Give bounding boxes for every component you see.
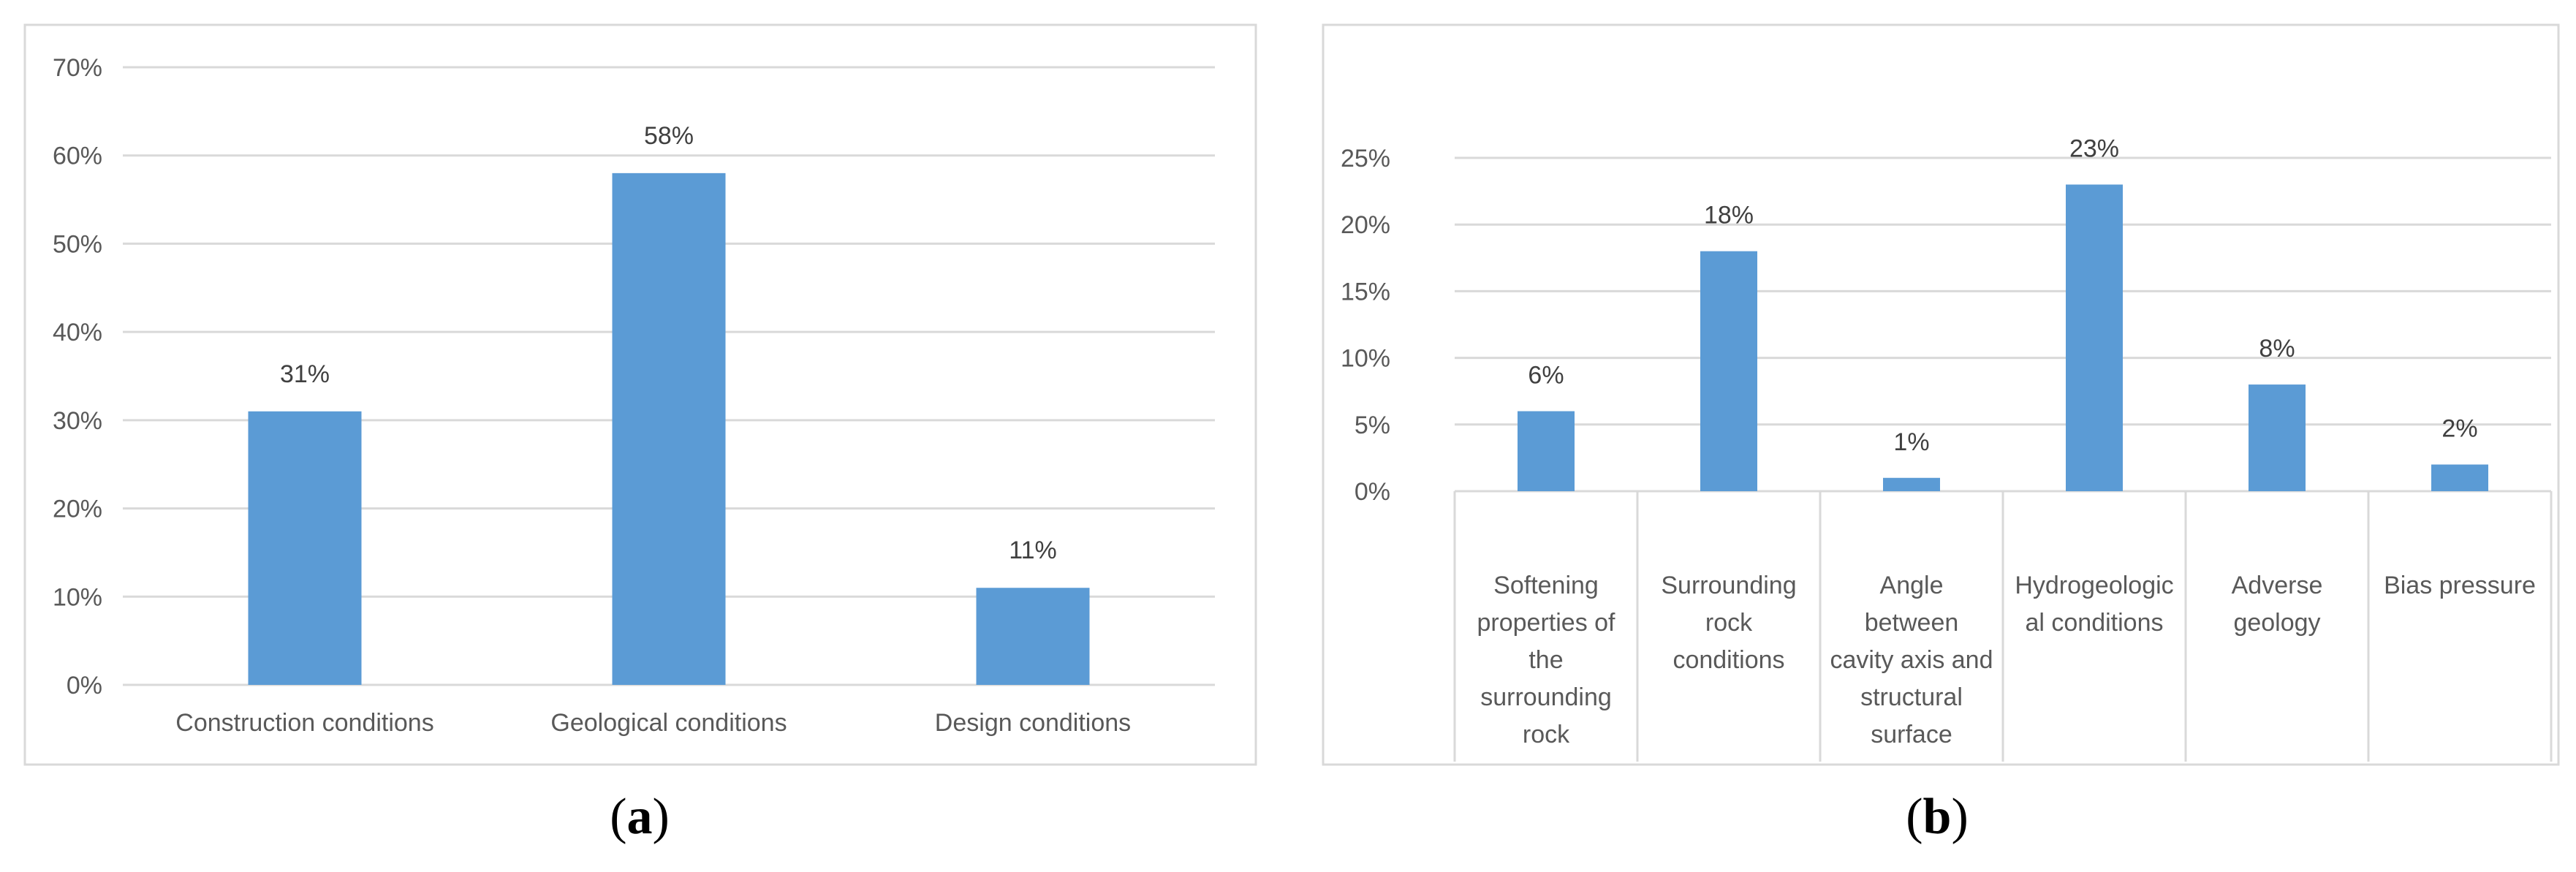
chart-a-data-label: 31% bbox=[280, 360, 330, 388]
chart-a-bar bbox=[612, 172, 726, 685]
chart-a-ytick-label: 0% bbox=[67, 672, 102, 700]
chart-b-ytick-label: 15% bbox=[1341, 278, 1390, 306]
panel-label-b: (b) bbox=[1906, 789, 1969, 845]
chart-b-bar bbox=[2066, 184, 2123, 492]
chart-a-data-label: 11% bbox=[1009, 537, 1057, 564]
chart-a-ytick-label: 30% bbox=[53, 407, 102, 435]
chart-b-bar bbox=[1700, 251, 1757, 491]
chart-a-data-label: 58% bbox=[644, 122, 694, 150]
chart-b-data-label: 23% bbox=[2069, 134, 2119, 162]
chart-b-ytick-label: 5% bbox=[1355, 412, 1390, 439]
chart-a-ytick-label: 60% bbox=[53, 143, 102, 170]
chart-a-ytick-label: 10% bbox=[53, 583, 102, 611]
chart-b-data-label: 18% bbox=[1704, 202, 1754, 230]
chart-a: 0% 10% 20% 30% 40% 50% 60% 70% 31% 58% 11% Constr… bbox=[23, 23, 1257, 845]
chart-a-category-label: Geological conditions bbox=[550, 709, 787, 737]
chart-b-ytick-label: 0% bbox=[1355, 478, 1390, 506]
chart-b-category-label: Hydrogeologic al conditions bbox=[2015, 572, 2173, 637]
chart-a-category-label: Construction conditions bbox=[175, 709, 433, 737]
chart-b-category-label: Adverse geology bbox=[2232, 572, 2323, 637]
chart-b-data-label: 8% bbox=[2259, 335, 2295, 363]
chart-b-bar bbox=[1883, 477, 1940, 491]
chart-b-data-label: 1% bbox=[1893, 428, 1929, 456]
chart-b-category-label: Angle between cavity axis and structural sur… bbox=[1830, 572, 1993, 748]
chart-b-bar bbox=[1518, 411, 1575, 491]
chart-a-ytick-label: 50% bbox=[53, 230, 102, 258]
chart-a-ytick-label: 70% bbox=[53, 54, 102, 82]
chart-a-ytick-label: 40% bbox=[53, 319, 102, 346]
chart-a-category-label: Design conditions bbox=[935, 709, 1131, 737]
chart-b-ytick-label: 20% bbox=[1341, 211, 1390, 239]
chart-a-ytick-label: 20% bbox=[53, 496, 102, 523]
panel-label-a: (a) bbox=[610, 789, 670, 845]
chart-b-ytick-label: 25% bbox=[1341, 145, 1390, 172]
chart-b-category-label: Surrounding rock conditions bbox=[1661, 572, 1796, 674]
chart-b-data-label: 2% bbox=[2441, 415, 2477, 443]
chart-b-category-label: Bias pressure bbox=[2384, 572, 2536, 599]
chart-b-data-label: 6% bbox=[1528, 362, 1564, 390]
chart-b-ytick-label: 10% bbox=[1341, 345, 1390, 373]
chart-b-category-label: Softening properties of the surrounding rock bbox=[1477, 572, 1616, 748]
chart-b-border bbox=[1322, 23, 2560, 766]
chart-b: 0% 5% 10% 15% 20% 25% 6% 18% 1% 23% 8% 2% Softenin… bbox=[1322, 23, 2560, 845]
chart-b-bar bbox=[2249, 384, 2306, 491]
chart-a-bar bbox=[976, 588, 1090, 685]
chart-a-bar bbox=[248, 411, 362, 685]
chart-b-bar bbox=[2431, 464, 2488, 491]
